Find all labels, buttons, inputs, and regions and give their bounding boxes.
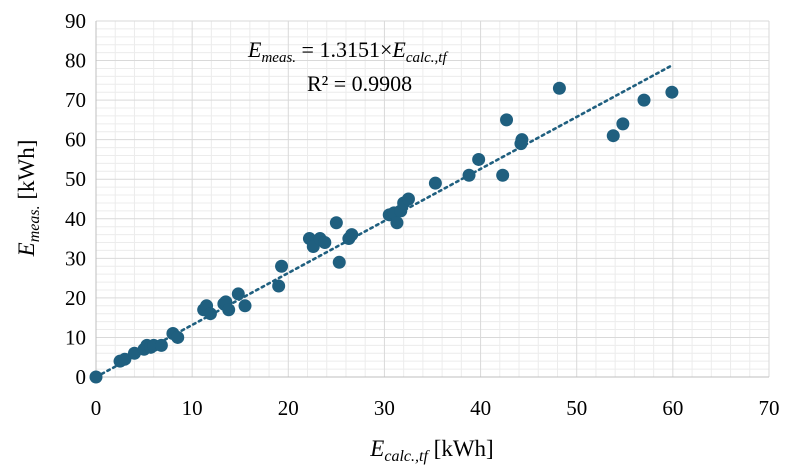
data-point: [515, 133, 529, 147]
data-point: [238, 299, 252, 313]
data-point: [616, 117, 630, 131]
x-tick-label: 70: [759, 396, 780, 420]
data-point: [500, 113, 514, 127]
data-point: [472, 152, 486, 166]
data-point: [332, 255, 346, 269]
data-point: [606, 129, 620, 143]
x-tick-label: 30: [374, 396, 395, 420]
data-point: [171, 330, 185, 344]
major-gridlines: [95, 20, 770, 378]
x-tick-label: 40: [470, 396, 491, 420]
x-tick-label: 60: [662, 396, 683, 420]
y-tick-label: 20: [65, 286, 86, 310]
data-point: [329, 216, 343, 230]
data-point: [318, 236, 332, 250]
y-axis-label: Emeas. [kWh]: [14, 140, 43, 258]
y-tick-label: 30: [65, 246, 86, 270]
data-points: [89, 81, 679, 384]
x-tick-label: 50: [566, 396, 587, 420]
data-point: [401, 192, 415, 206]
x-axis-label: Ecalc.,tf [kWh]: [369, 436, 493, 465]
x-tick-label: 10: [182, 396, 203, 420]
data-point: [552, 81, 566, 95]
y-tick-label: 70: [65, 88, 86, 112]
data-point: [462, 168, 476, 182]
data-point: [118, 352, 132, 366]
data-point: [272, 279, 286, 293]
y-tick-labels: 0 10 20 30 40 50 60 70 80 90: [65, 9, 86, 389]
data-point: [390, 216, 404, 230]
r-squared-label: R² = 0.9908: [307, 71, 412, 96]
data-point: [231, 287, 245, 301]
y-tick-label: 0: [76, 365, 87, 389]
y-tick-label: 40: [65, 207, 86, 231]
trendline-group: [94, 64, 674, 379]
data-point: [345, 228, 359, 242]
regression-equation: Emeas. = 1.3151×Ecalc.,tf: [247, 37, 448, 66]
minor-gridlines: [96, 21, 769, 377]
x-tick-labels: 0 10 20 30 40 50 60 70: [91, 396, 780, 420]
data-point: [496, 168, 510, 182]
y-tick-label: 10: [65, 325, 86, 349]
y-tick-label: 60: [65, 128, 86, 152]
data-point: [222, 303, 236, 317]
data-point: [203, 307, 217, 321]
data-point: [154, 338, 168, 352]
data-point: [428, 176, 442, 190]
x-tick-label: 0: [91, 396, 102, 420]
trendline: [94, 64, 674, 379]
data-point: [665, 85, 679, 99]
y-tick-label: 90: [65, 9, 86, 33]
x-tick-label: 20: [278, 396, 299, 420]
y-tick-label: 80: [65, 49, 86, 73]
data-point: [89, 370, 103, 384]
data-point: [637, 93, 651, 107]
y-tick-label: 50: [65, 167, 86, 191]
data-point: [275, 259, 289, 273]
axes: [95, 21, 769, 378]
